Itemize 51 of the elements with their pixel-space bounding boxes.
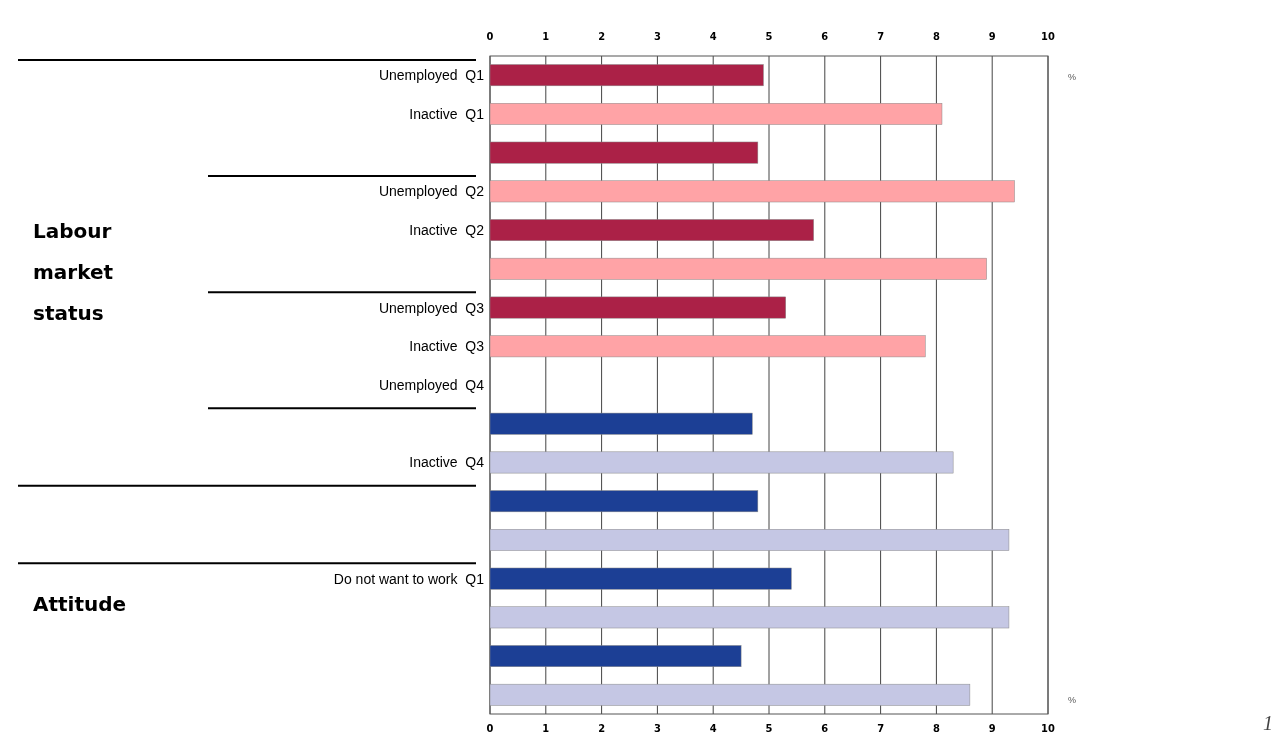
x-tick-label: 9 xyxy=(988,722,996,735)
y-tick-label: Unemployed Q4 xyxy=(378,377,485,393)
text: Labour market status xyxy=(33,219,114,325)
x-tick-label: 10 xyxy=(1041,722,1055,735)
y-tick-label: Inactive Q2 xyxy=(409,222,485,239)
x2-tick-label: 1 xyxy=(542,30,550,43)
x2-tick-label: 3 xyxy=(653,30,661,43)
x-tick-label: 3 xyxy=(653,722,661,735)
x2-tick-label: 2 xyxy=(598,30,606,43)
bar xyxy=(489,257,987,280)
bar xyxy=(489,451,954,474)
x-tick-label: 2 xyxy=(598,722,606,735)
bar xyxy=(489,335,926,358)
x-tick-label: 7 xyxy=(877,722,885,735)
x2-tick-label: 9 xyxy=(988,30,996,43)
bar xyxy=(489,645,742,667)
x2-tick-label: 7 xyxy=(877,30,885,43)
x2-tick-label: 4 xyxy=(709,30,717,43)
bar xyxy=(489,180,1015,203)
x2-tick-label: 10 xyxy=(1041,30,1055,43)
x2-tick-label: 6 xyxy=(821,30,829,43)
y-tick-label: Do not want to work Q1 xyxy=(333,570,485,587)
bar xyxy=(489,683,971,706)
bar xyxy=(489,103,943,125)
y-tick-label: Unemployed Q2 xyxy=(378,183,485,200)
text: Attitude xyxy=(33,592,127,616)
bar xyxy=(489,529,1010,551)
x-tick-label: 8 xyxy=(932,722,940,735)
x2-tick-label: 0 xyxy=(486,30,494,43)
y-tick-label: Inactive Q3 xyxy=(409,338,485,355)
bar xyxy=(489,64,764,87)
x2-tick-label: 5 xyxy=(765,30,773,43)
y-tick-label: Unemployed Q1 xyxy=(378,67,485,84)
x-tick-label: 1 xyxy=(542,722,550,735)
x-tick-label: 5 xyxy=(765,722,773,735)
y-tick-label: Inactive Q4 xyxy=(409,454,485,471)
y-tick-label: Inactive Q1 xyxy=(409,105,485,122)
x-tick-label: 0 xyxy=(486,722,494,735)
bar xyxy=(489,567,792,590)
text: % xyxy=(1068,695,1077,705)
bar xyxy=(489,412,753,435)
bar xyxy=(489,296,786,319)
bar xyxy=(489,606,1010,629)
x-tick-label: 4 xyxy=(709,722,717,735)
text: % xyxy=(1068,72,1077,82)
bar xyxy=(489,490,759,513)
x2-tick-label: 8 xyxy=(932,30,940,43)
bar xyxy=(489,219,814,241)
y-tick-label: Unemployed Q3 xyxy=(378,299,485,316)
bar xyxy=(489,141,759,164)
x-tick-label: 6 xyxy=(821,722,829,735)
